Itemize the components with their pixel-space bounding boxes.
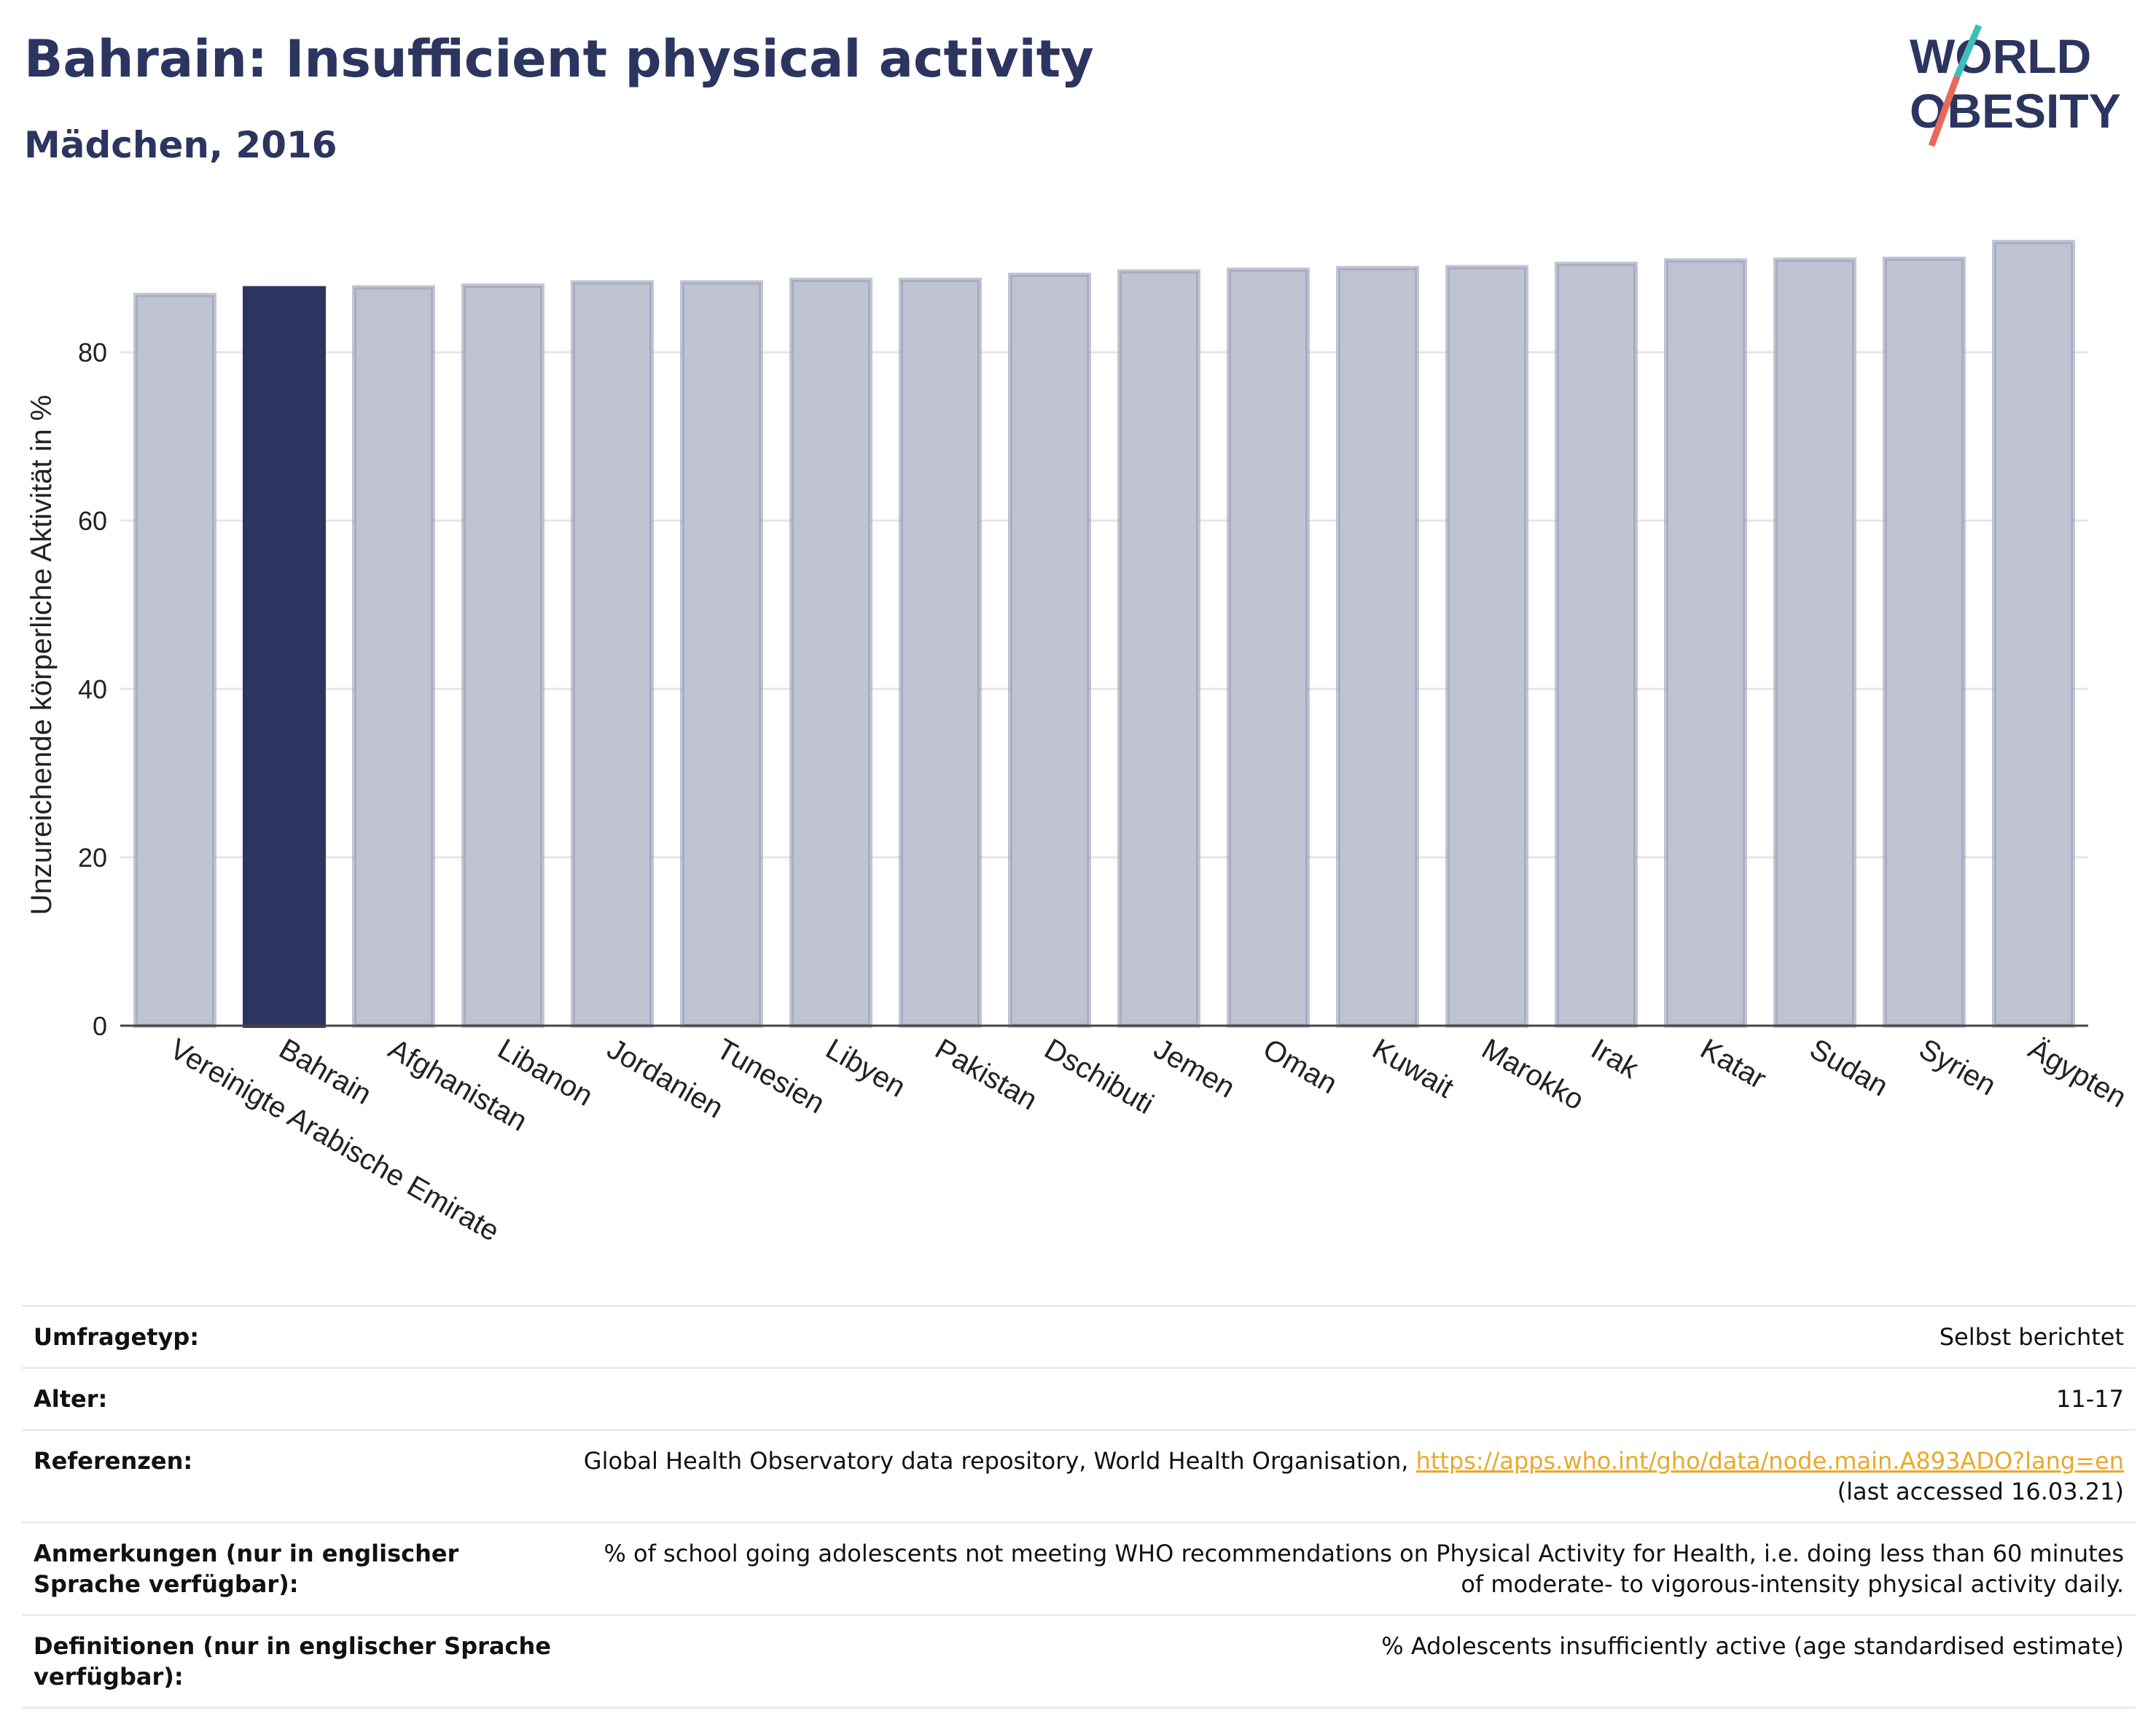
bar — [680, 280, 763, 1028]
bar — [243, 286, 326, 1029]
x-tick-label: Tunesien — [711, 1033, 830, 1120]
x-tick-label: Sudan — [1805, 1033, 1894, 1103]
metadata-label: Definitionen (nur in englischer Sprache … — [22, 1614, 570, 1709]
metadata-label: Umfragetyp: — [22, 1305, 570, 1368]
y-axis-ticks: 0 20 40 60 80 — [78, 338, 107, 1041]
metadata-value-text: 11-17 — [2056, 1385, 2124, 1413]
logo-slash-bottom — [1928, 75, 1961, 147]
metadata-value-text: % of school going adolescents not meetin… — [604, 1540, 2124, 1598]
y-tick-label: 0 — [93, 1011, 107, 1041]
bar — [1883, 257, 1966, 1028]
metadata-value: % of school going adolescents not meetin… — [570, 1521, 2136, 1615]
metadata-row: Definitionen (nur in englischer Sprache … — [22, 1614, 2136, 1709]
logo-line1: WORLD — [1910, 29, 2091, 83]
world-obesity-logo: WORLD OBESITY — [1910, 24, 2121, 147]
y-tick-label: 20 — [78, 843, 107, 873]
metadata-row: Alter: 11-17 — [22, 1367, 2136, 1430]
chart-subtitle: Mädchen, 2016 — [24, 124, 337, 166]
logo-slash-top — [1953, 24, 1983, 78]
metadata-value-text: Selbst berichtet — [1939, 1323, 2124, 1351]
metadata-label: Alter: — [22, 1367, 570, 1430]
x-tick-label: Pakistan — [930, 1033, 1043, 1117]
bar — [1445, 265, 1528, 1028]
bar — [1773, 257, 1856, 1029]
metadata-label: Anmerkungen (nur in englischer Sprache v… — [22, 1521, 570, 1615]
y-tick-label: 80 — [78, 338, 107, 367]
bar — [1992, 239, 2075, 1029]
y-tick-label: 40 — [78, 674, 107, 704]
x-tick-label: Dschibuti — [1039, 1033, 1159, 1120]
x-tick-label: Syrien — [1914, 1033, 2001, 1102]
metadata-value: Selbst berichtet — [570, 1305, 2136, 1368]
metadata-value: % Adolescents insufficiently active (age… — [570, 1614, 2136, 1709]
bar-chart: 0 20 40 60 80 Vereinigte Arabische EmirateBa… — [26, 239, 2132, 1248]
bar — [1117, 269, 1200, 1028]
bar — [789, 277, 872, 1029]
x-tick-label: Jemen — [1149, 1033, 1241, 1104]
bar — [1008, 272, 1091, 1029]
y-axis-label: Unzureichende körperliche Aktivität in % — [26, 395, 58, 916]
x-tick-label: Kuwait — [1367, 1033, 1459, 1104]
bars — [133, 239, 2075, 1029]
reference-link[interactable]: https://apps.who.int/gho/data/node.main.… — [1415, 1447, 2124, 1475]
metadata-table: Umfragetyp: Selbst berichtet Alter: 11-17 Re… — [22, 1305, 2136, 1709]
bar — [352, 285, 435, 1029]
x-tick-label: Marokko — [1477, 1033, 1590, 1117]
bar — [899, 277, 982, 1029]
y-tick-label: 60 — [78, 506, 107, 536]
metadata-value: Global Health Observatory data repositor… — [570, 1429, 2136, 1523]
metadata-row: Umfragetyp: Selbst berichtet — [22, 1305, 2136, 1368]
bar — [1664, 258, 1747, 1028]
bar — [1336, 265, 1419, 1029]
x-tick-label: Oman — [1258, 1033, 1343, 1101]
metadata-value-text: Global Health Observatory data repositor… — [583, 1447, 1416, 1475]
chart-title: Bahrain: Insufficient physical activity — [24, 29, 1094, 89]
bar — [461, 283, 544, 1028]
x-tick-label: Libyen — [821, 1033, 911, 1104]
bar — [133, 292, 216, 1028]
metadata-value: 11-17 — [570, 1367, 2136, 1430]
metadata-row: Referenzen: Global Health Observatory dat… — [22, 1429, 2136, 1523]
x-tick-label: Irak — [1586, 1033, 1645, 1085]
metadata-value-text: % Adolescents insufficiently active (age… — [1381, 1632, 2124, 1660]
x-tick-label: Katar — [1695, 1033, 1772, 1096]
bar — [571, 280, 654, 1028]
last-accessed-note: (last accessed 16.03.21) — [1837, 1478, 2124, 1505]
metadata-label: Referenzen: — [22, 1429, 570, 1523]
bar — [1555, 261, 1638, 1029]
x-tick-label: Ägypten — [2023, 1033, 2132, 1114]
bar — [1227, 268, 1310, 1029]
metadata-row: Anmerkungen (nur in englischer Sprache v… — [22, 1521, 2136, 1615]
grid-lines — [120, 351, 2088, 859]
x-tick-label: Jordanien — [602, 1033, 729, 1125]
